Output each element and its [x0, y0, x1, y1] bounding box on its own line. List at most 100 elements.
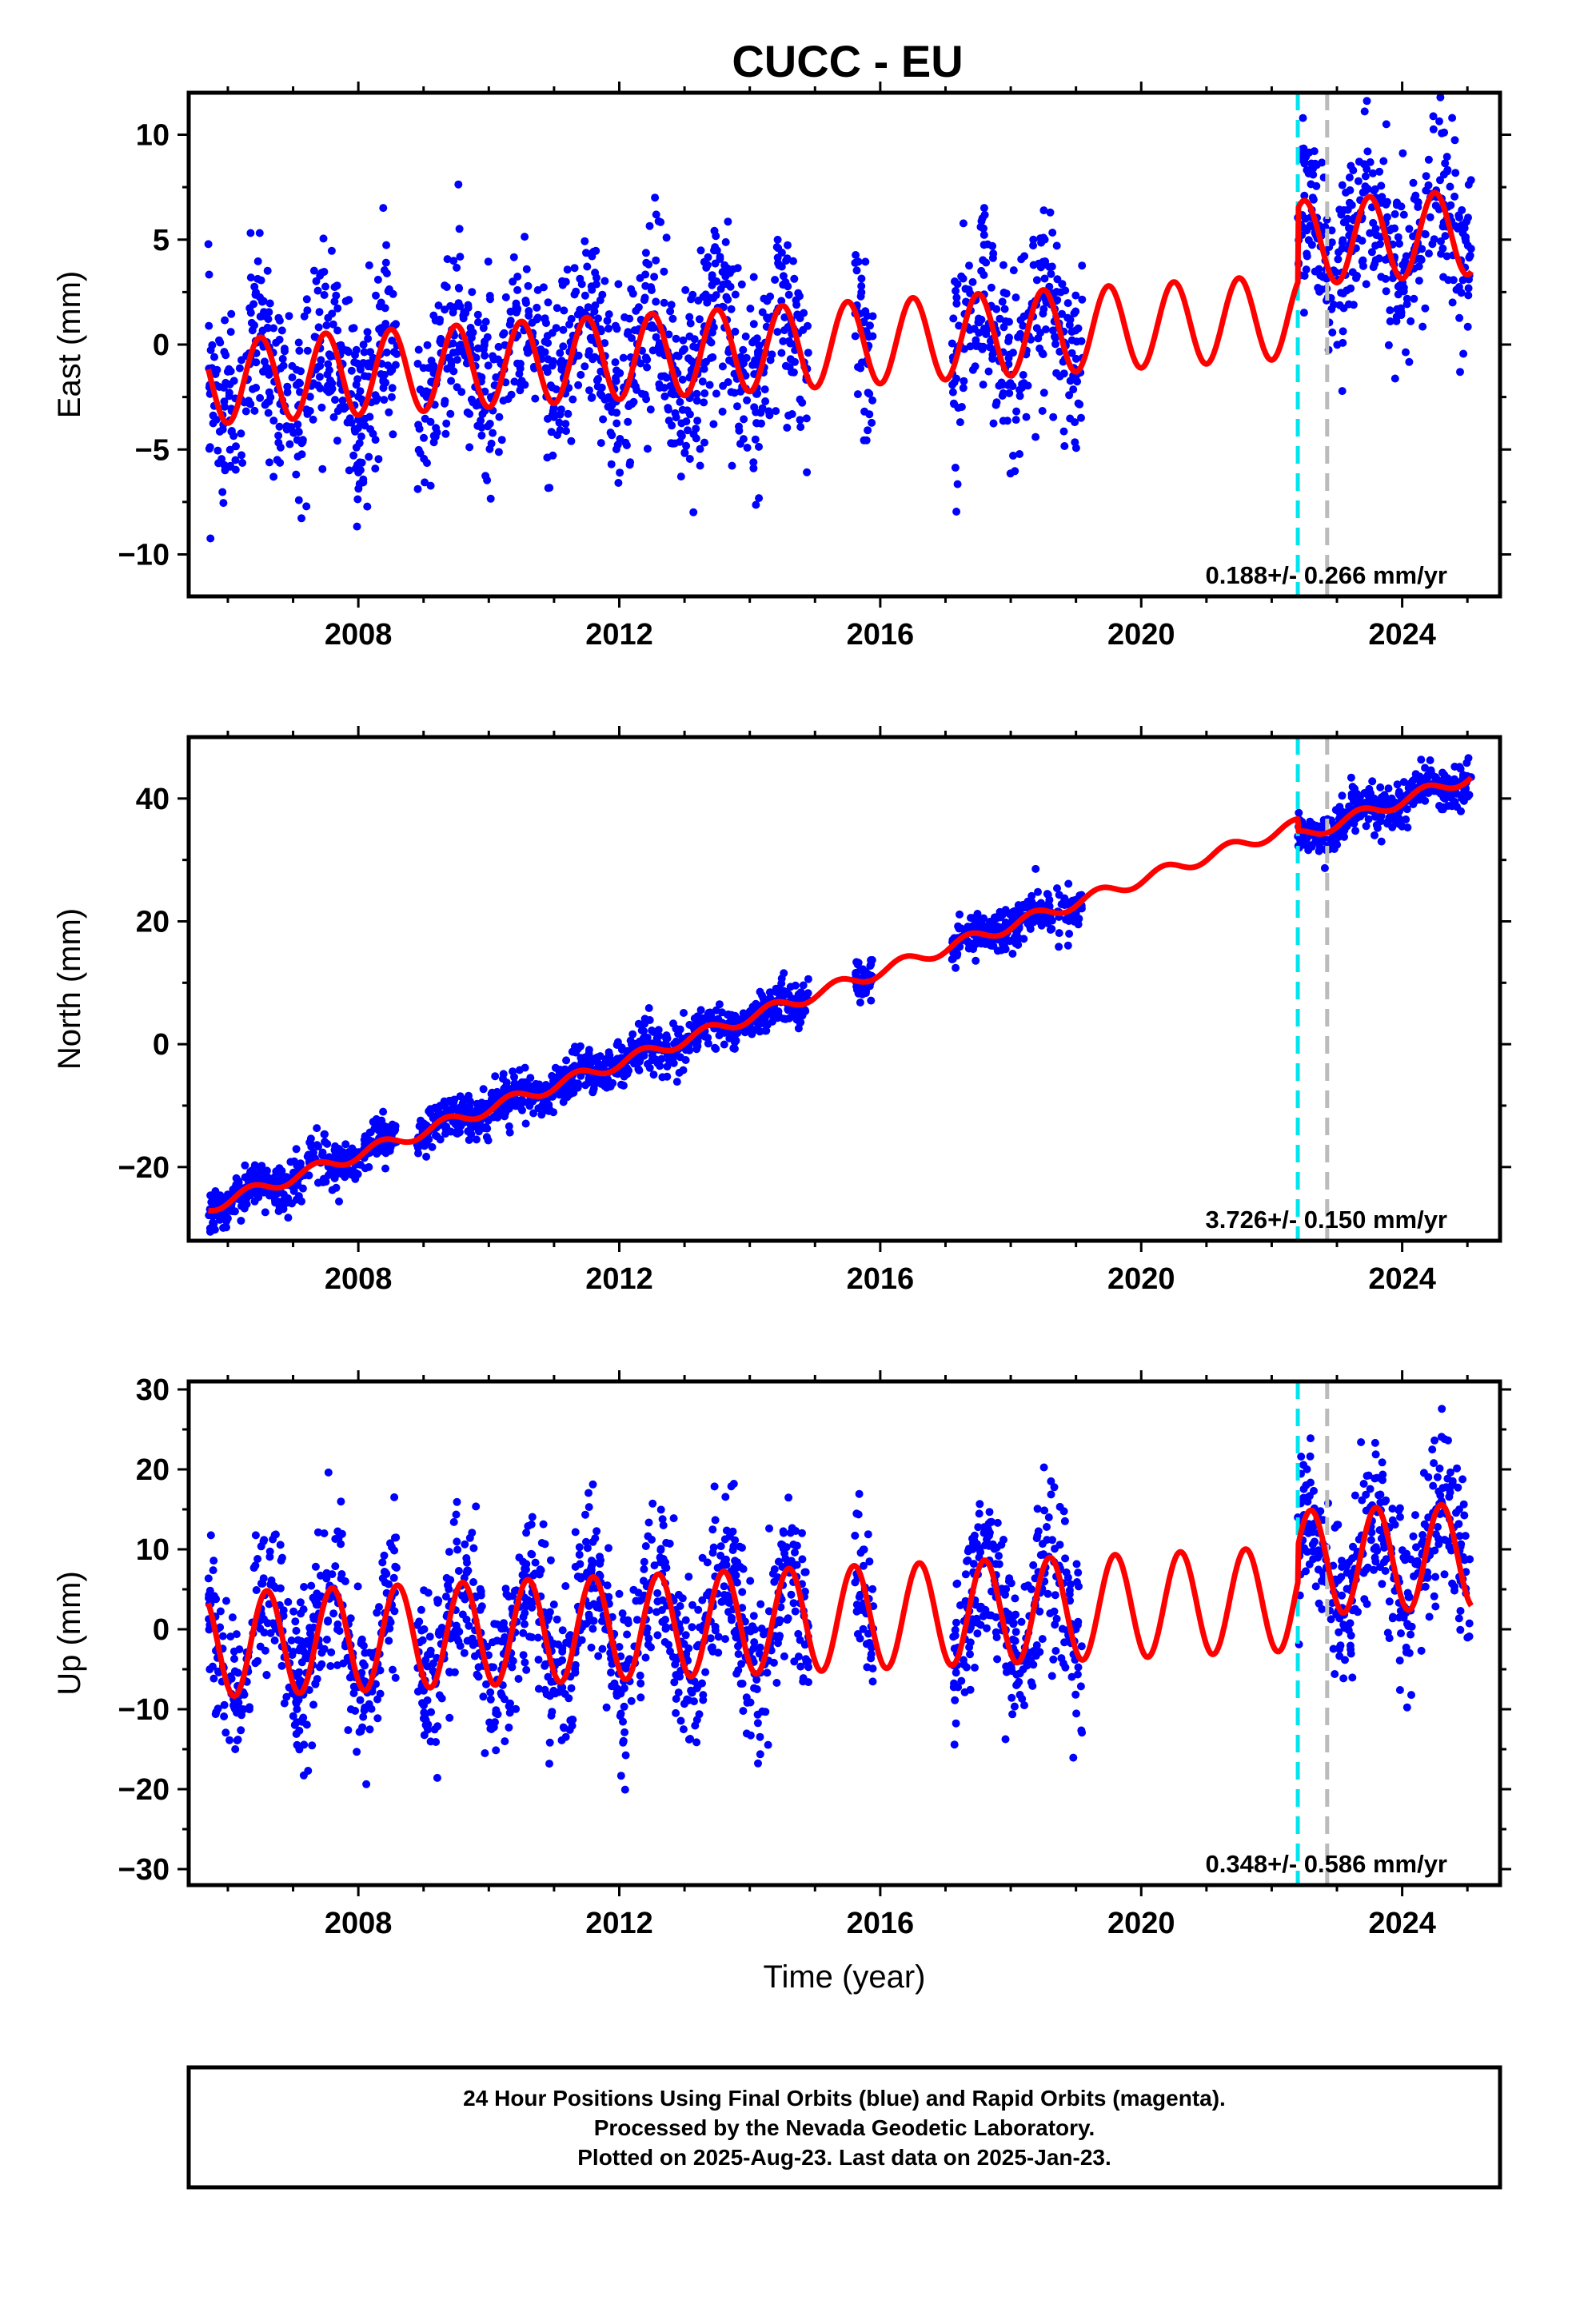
data-point: [1394, 233, 1402, 241]
data-point: [280, 1606, 288, 1614]
data-point: [545, 1106, 553, 1114]
data-point: [477, 432, 485, 440]
data-point: [1031, 433, 1039, 441]
data-point: [653, 1589, 661, 1597]
data-point: [1347, 774, 1355, 782]
data-point: [642, 249, 650, 257]
data-point: [733, 1015, 741, 1023]
data-point: [446, 410, 454, 418]
data-point: [1078, 261, 1086, 269]
data-point: [1355, 157, 1363, 165]
data-point: [263, 1671, 271, 1679]
data-point: [372, 436, 380, 444]
data-point: [420, 389, 428, 397]
data-point: [1046, 263, 1054, 271]
data-point: [774, 259, 782, 267]
data-point: [792, 1527, 800, 1535]
data-point: [706, 381, 714, 389]
data-point: [1459, 350, 1467, 358]
data-point: [1023, 413, 1031, 421]
data-point: [373, 1714, 381, 1722]
data-point: [495, 448, 503, 456]
data-point: [772, 985, 780, 993]
data-point: [716, 255, 724, 263]
data-point: [1056, 373, 1064, 381]
data-point: [768, 350, 776, 358]
y-tick-label: −5: [135, 433, 170, 467]
data-point: [697, 246, 705, 254]
data-point: [353, 523, 361, 531]
data-point: [656, 218, 664, 226]
data-point: [350, 1689, 358, 1697]
data-point: [304, 1767, 312, 1775]
data-point: [303, 295, 311, 303]
data-point: [229, 1613, 237, 1621]
y-axis-label: East (mm): [52, 271, 87, 418]
data-point: [672, 409, 680, 417]
data-point: [593, 1054, 601, 1062]
data-point: [754, 1019, 762, 1027]
data-point: [740, 415, 748, 423]
data-point: [684, 1573, 692, 1581]
data-point: [257, 1580, 265, 1588]
data-point: [1415, 277, 1423, 285]
data-point: [227, 310, 235, 318]
data-point: [378, 1558, 386, 1566]
data-point: [317, 404, 325, 412]
data-point: [482, 318, 490, 326]
data-point: [752, 409, 760, 417]
data-point: [677, 1717, 685, 1725]
data-point: [964, 923, 972, 931]
data-point: [241, 1162, 249, 1170]
data-point: [772, 1679, 780, 1687]
data-point: [650, 1070, 658, 1078]
data-point: [581, 1061, 589, 1069]
data-point: [260, 308, 268, 316]
data-point: [218, 488, 226, 496]
data-point: [603, 1704, 611, 1712]
data-point: [441, 430, 449, 438]
data-point: [421, 1731, 429, 1739]
data-point: [276, 423, 284, 431]
data-point: [1308, 843, 1316, 851]
data-point: [711, 227, 719, 235]
data-point: [505, 395, 513, 403]
data-point: [1378, 838, 1386, 846]
data-point: [1403, 823, 1411, 831]
data-point: [269, 1536, 277, 1544]
data-point: [353, 1748, 361, 1756]
data-point: [688, 1688, 696, 1696]
data-point: [689, 508, 697, 516]
data-point: [1308, 241, 1316, 249]
data-point: [756, 988, 764, 996]
data-point: [1047, 270, 1055, 278]
data-point: [1309, 193, 1317, 201]
data-point: [543, 453, 551, 461]
data-point: [1449, 298, 1457, 306]
data-point: [260, 1536, 268, 1544]
data-point: [864, 426, 872, 434]
data-point: [274, 439, 282, 447]
data-point: [682, 1631, 690, 1639]
data-point: [1425, 156, 1433, 164]
data-point: [644, 1533, 652, 1541]
data-point: [457, 1122, 465, 1130]
data-point: [525, 312, 533, 320]
data-point: [303, 1720, 311, 1728]
data-point: [426, 1632, 434, 1640]
data-point: [392, 1674, 400, 1682]
data-point: [1303, 249, 1311, 257]
data-point: [1382, 287, 1390, 295]
data-point: [1464, 291, 1472, 299]
data-point: [1421, 305, 1429, 313]
data-point: [581, 362, 589, 370]
data-point: [516, 1066, 524, 1074]
data-point: [590, 308, 598, 316]
data-point: [787, 355, 795, 363]
y-tick-label: −20: [118, 1151, 170, 1185]
data-point: [220, 348, 228, 356]
data-point: [221, 1728, 229, 1736]
y-tick-label: 5: [153, 224, 170, 257]
